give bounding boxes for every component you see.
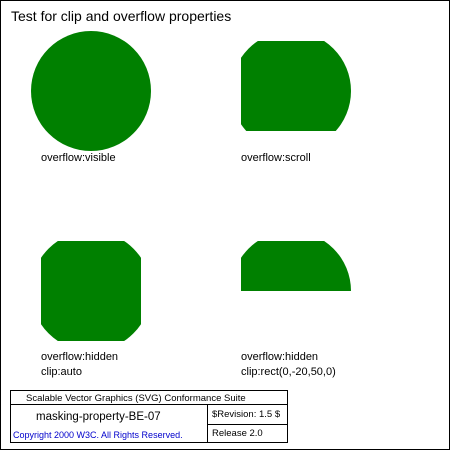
green-circle-hidden-rect: [241, 241, 351, 291]
legend-release: Release 2.0: [212, 428, 263, 439]
legend-frame: [10, 390, 288, 443]
legend-test-id: masking-property-BE-07: [36, 411, 161, 423]
legend-copyright-link[interactable]: Copyright 2000 W3C. All Rights Reserved.: [13, 430, 183, 440]
test-title: Test for clip and overflow properties: [11, 8, 231, 24]
case-label-visible: overflow:visible: [41, 152, 116, 164]
green-circle-hidden-auto: [41, 241, 141, 341]
legend-revision: $Revision: 1.5 $: [212, 409, 281, 420]
green-circle-scroll: [241, 41, 351, 131]
case-overflow-visible: overflow:visible: [31, 31, 151, 164]
case-label-hidden-auto-line1: overflow:hidden: [41, 351, 118, 363]
case-label-scroll: overflow:scroll: [241, 152, 311, 164]
case-label-hidden-rect-line1: overflow:hidden: [241, 351, 318, 363]
case-overflow-hidden-clip-auto: overflow:hidden clip:auto: [41, 241, 141, 378]
test-legend: Scalable Vector Graphics (SVG) Conforman…: [10, 390, 288, 443]
case-overflow-scroll: overflow:scroll: [241, 41, 351, 164]
case-label-hidden-rect-line2: clip:rect(0,-20,50,0): [241, 366, 336, 378]
case-overflow-hidden-clip-rect: overflow:hidden clip:rect(0,-20,50,0): [241, 241, 351, 378]
case-label-hidden-auto-line2: clip:auto: [41, 366, 82, 378]
green-circle-visible: [31, 31, 151, 151]
legend-suite-name: Scalable Vector Graphics (SVG) Conforman…: [26, 393, 246, 404]
